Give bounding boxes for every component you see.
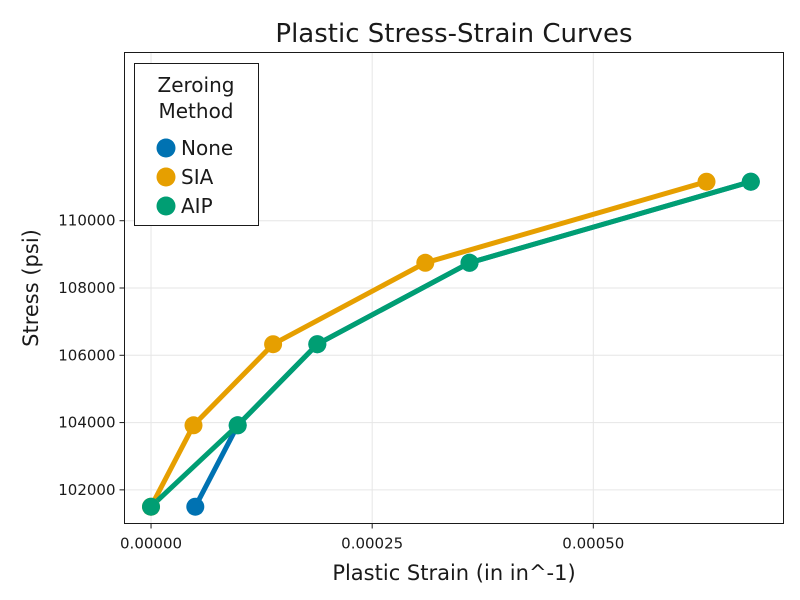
point-none bbox=[186, 497, 205, 516]
legend: Zeroing Method None SIA AIP bbox=[134, 63, 259, 226]
legend-title-line2: Method bbox=[158, 99, 233, 123]
series-line-sia bbox=[148, 179, 709, 510]
y-tick-label: 110000 bbox=[58, 212, 115, 230]
point-sia bbox=[184, 416, 203, 435]
x-tick-label: 0.00000 bbox=[120, 535, 182, 553]
legend-label-none: None bbox=[181, 136, 233, 160]
legend-swatch-none bbox=[156, 138, 176, 158]
x-tick-label: 0.00025 bbox=[341, 535, 403, 553]
legend-items: None SIA AIP bbox=[156, 136, 233, 218]
point-sia bbox=[416, 253, 435, 272]
y-tick-label: 102000 bbox=[58, 481, 115, 499]
point-aip bbox=[308, 335, 327, 354]
point-aip bbox=[460, 253, 479, 272]
legend-swatch-sia bbox=[156, 167, 176, 187]
chart-title: Plastic Stress-Strain Curves bbox=[275, 19, 632, 49]
legend-box bbox=[134, 63, 259, 226]
point-aip bbox=[741, 172, 760, 191]
y-tick-label: 108000 bbox=[58, 279, 115, 297]
series-lines bbox=[148, 179, 754, 510]
y-tick-label: 104000 bbox=[58, 414, 115, 432]
legend-swatch-aip bbox=[156, 196, 176, 216]
series-line-aip bbox=[148, 179, 754, 510]
axis-ticks: 0.00000 0.00025 0.00050 102000 104000 106000 1… bbox=[58, 212, 624, 553]
legend-label-sia: SIA bbox=[181, 165, 214, 189]
legend-title-line1: Zeroing bbox=[158, 73, 235, 97]
y-tick-label: 106000 bbox=[58, 346, 115, 364]
point-sia bbox=[697, 172, 716, 191]
series-markers bbox=[142, 172, 760, 516]
plot-frame bbox=[124, 52, 784, 524]
point-aip bbox=[228, 416, 247, 435]
x-tick-label: 0.00050 bbox=[562, 535, 624, 553]
point-aip bbox=[142, 497, 160, 516]
y-axis-label: Stress (psi) bbox=[19, 229, 43, 347]
point-sia bbox=[264, 335, 283, 354]
legend-label-aip: AIP bbox=[181, 194, 213, 218]
x-axis-label: Plastic Strain (in in^-1) bbox=[332, 561, 575, 585]
